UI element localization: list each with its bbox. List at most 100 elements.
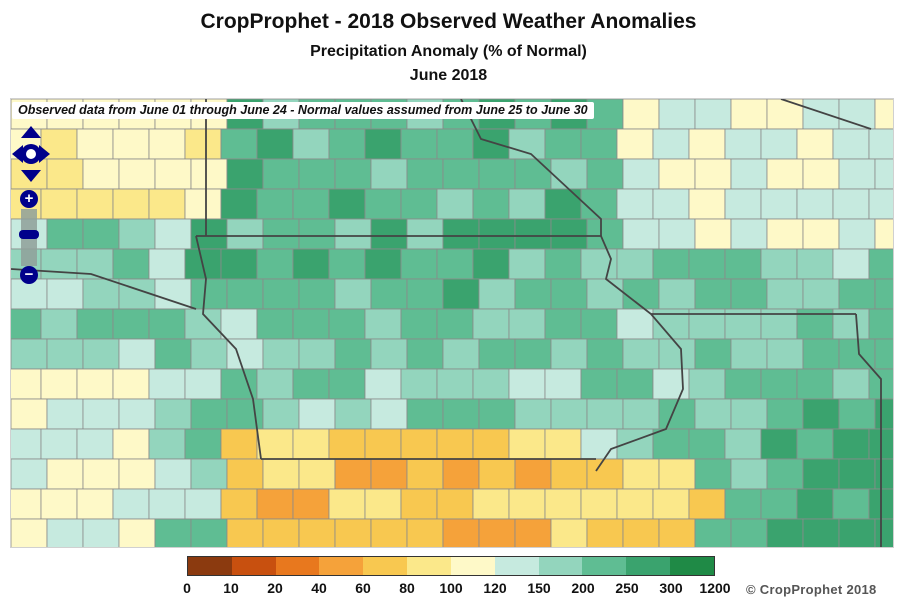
county-cell xyxy=(658,458,696,490)
county-cell xyxy=(154,458,192,490)
county-cell xyxy=(514,398,552,430)
legend-swatch xyxy=(538,557,583,575)
pan-arrows-icon[interactable] xyxy=(12,126,50,182)
county-cell xyxy=(220,188,258,220)
county-cell xyxy=(400,248,438,280)
legend-tick-label: 60 xyxy=(355,580,371,596)
anomaly-map[interactable] xyxy=(10,98,894,548)
state-boundary xyxy=(460,99,602,236)
county-cell xyxy=(874,518,893,547)
county-cell xyxy=(760,248,798,280)
zoom-out-button[interactable]: − xyxy=(20,266,38,284)
county-cell xyxy=(832,248,870,280)
county-cell xyxy=(112,188,150,220)
legend-tick-label: 80 xyxy=(399,580,415,596)
county-cell xyxy=(292,248,330,280)
county-cell xyxy=(370,338,408,370)
county-cell xyxy=(46,518,84,547)
county-cell xyxy=(364,308,402,340)
county-cell xyxy=(400,428,438,460)
county-cell xyxy=(334,398,372,430)
county-cell xyxy=(400,368,438,400)
county-cell xyxy=(82,518,120,547)
county-cell xyxy=(298,278,336,310)
county-cell xyxy=(364,188,402,220)
county-cell xyxy=(796,248,834,280)
county-cell xyxy=(292,308,330,340)
county-cell xyxy=(796,368,834,400)
county-cell xyxy=(766,99,804,130)
county-cell xyxy=(766,398,804,430)
county-cell xyxy=(694,398,732,430)
county-cell xyxy=(148,188,186,220)
county-cell xyxy=(370,458,408,490)
county-cell xyxy=(478,218,516,250)
county-cell xyxy=(298,218,336,250)
county-cell xyxy=(370,278,408,310)
county-cell xyxy=(406,458,444,490)
county-cell xyxy=(586,338,624,370)
county-cell xyxy=(766,218,804,250)
county-cell xyxy=(796,428,834,460)
county-cell xyxy=(694,99,732,130)
county-cell xyxy=(724,128,762,160)
legend-swatch xyxy=(626,557,671,575)
county-cell xyxy=(580,248,618,280)
county-cell xyxy=(220,308,258,340)
county-cell xyxy=(46,338,84,370)
county-cell xyxy=(334,158,372,190)
county-cell xyxy=(406,518,444,547)
county-cell xyxy=(724,248,762,280)
zoom-slider-handle[interactable] xyxy=(19,230,39,239)
county-cell xyxy=(328,428,366,460)
county-cell xyxy=(508,188,546,220)
county-cell xyxy=(586,518,624,547)
county-cell xyxy=(262,458,300,490)
county-cell xyxy=(442,398,480,430)
county-cell xyxy=(46,218,84,250)
county-cell xyxy=(256,428,294,460)
county-cell xyxy=(112,488,150,520)
county-cell xyxy=(436,248,474,280)
county-cell xyxy=(688,188,726,220)
legend-swatch xyxy=(494,557,539,575)
county-cell xyxy=(478,278,516,310)
county-cell xyxy=(148,248,186,280)
county-cell xyxy=(334,518,372,547)
county-cell xyxy=(11,338,48,370)
county-cell xyxy=(226,518,264,547)
county-cell xyxy=(802,278,840,310)
county-cell xyxy=(442,518,480,547)
county-cell xyxy=(580,428,618,460)
county-cell xyxy=(514,218,552,250)
county-cell xyxy=(694,158,732,190)
county-cell xyxy=(184,368,222,400)
county-cell xyxy=(694,338,732,370)
legend-tick-label: 150 xyxy=(527,580,551,596)
county-cell xyxy=(694,278,732,310)
legend-swatch xyxy=(319,557,364,575)
county-cell xyxy=(76,128,114,160)
zoom-in-button[interactable]: + xyxy=(20,190,38,208)
county-cell xyxy=(874,278,893,310)
county-cell xyxy=(730,518,768,547)
county-cell xyxy=(544,188,582,220)
county-cell xyxy=(11,428,42,460)
county-cell xyxy=(874,158,893,190)
county-cell xyxy=(11,308,42,340)
county-cell xyxy=(802,99,840,130)
county-cell xyxy=(256,128,294,160)
county-cell xyxy=(868,128,893,160)
county-cell xyxy=(580,368,618,400)
county-cell xyxy=(256,248,294,280)
county-cell xyxy=(112,308,150,340)
county-cell xyxy=(688,428,726,460)
county-cell xyxy=(46,158,84,190)
county-cell xyxy=(442,278,480,310)
county-cell xyxy=(760,188,798,220)
county-cell xyxy=(226,278,264,310)
county-cell xyxy=(334,218,372,250)
county-cell xyxy=(838,458,876,490)
county-cell xyxy=(838,338,876,370)
county-cell xyxy=(184,128,222,160)
